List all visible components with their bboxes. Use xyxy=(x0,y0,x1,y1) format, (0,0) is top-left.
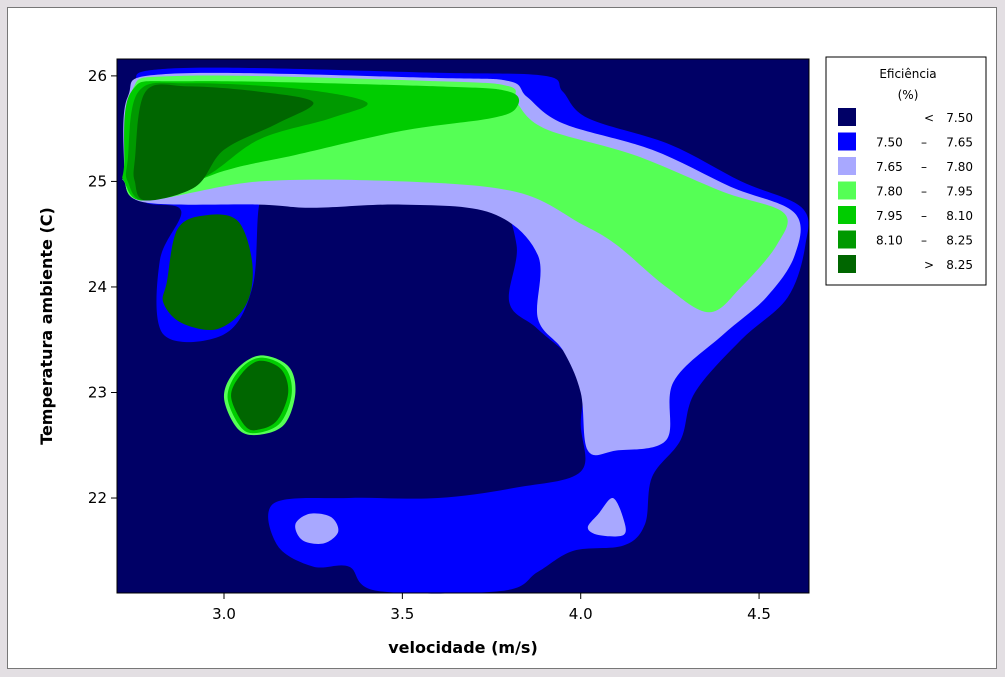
legend-swatch xyxy=(838,108,856,126)
legend-entries: <7.50 7.50 – 7.65 7.65 – 7.80 7.80 – 7.95 7.95 – 8.1… xyxy=(838,108,973,273)
plot-area xyxy=(116,58,810,594)
x-tick-label: 4.0 xyxy=(569,605,593,623)
contour-region-level-2 xyxy=(587,497,626,537)
legend-high-value: 8.25 xyxy=(946,234,973,248)
legend-low-value: 7.95 xyxy=(876,209,903,223)
legend-separator: – xyxy=(921,185,927,199)
legend-swatch xyxy=(838,255,856,273)
y-tick-label: 25 xyxy=(88,172,107,190)
legend-separator: – xyxy=(921,234,927,248)
y-tick-label: 23 xyxy=(88,383,107,401)
legend-low-value: 7.65 xyxy=(876,160,903,174)
legend-swatch xyxy=(838,132,856,151)
legend-high-value: 7.50 xyxy=(946,111,973,125)
legend-separator: – xyxy=(921,136,927,150)
contour-region-level-2 xyxy=(295,513,339,544)
y-tick-label: 24 xyxy=(88,278,107,296)
legend-high-value: 7.95 xyxy=(946,185,973,199)
legend-low-value: 7.80 xyxy=(876,185,903,199)
legend-separator: – xyxy=(921,209,927,223)
legend-high-value: 8.25 xyxy=(946,258,973,272)
legend-swatch xyxy=(838,206,856,224)
legend-swatch xyxy=(838,181,856,200)
y-tick-label: 22 xyxy=(88,489,107,507)
x-tick-label: 3.5 xyxy=(390,605,414,623)
legend-title: Eficiência xyxy=(879,67,936,81)
legend-high-value: 7.80 xyxy=(946,160,973,174)
legend-low-value: 8.10 xyxy=(876,234,903,248)
x-axis-title: velocidade (m/s) xyxy=(388,638,538,657)
chart-frame: 3.0 3.5 4.0 4.5 22 23 24 25 26 velocidade (m/s)… xyxy=(7,7,997,669)
contour-region-level-6 xyxy=(162,214,253,331)
contour-region-level-6 xyxy=(231,360,289,431)
legend-high-value: 8.10 xyxy=(946,209,973,223)
legend-low-value: 7.50 xyxy=(876,136,903,150)
legend-unit: (%) xyxy=(898,88,919,102)
legend-swatch xyxy=(838,230,856,249)
contour-region-level-6 xyxy=(133,84,314,201)
y-tick-label: 26 xyxy=(88,67,107,85)
y-axis-title: Temperatura ambiente (C) xyxy=(37,207,56,445)
legend-separator: – xyxy=(921,160,927,174)
x-axis: 3.0 3.5 4.0 4.5 xyxy=(212,593,771,623)
legend-swatch xyxy=(838,157,856,175)
legend-operator: < xyxy=(924,111,934,125)
contour-regions xyxy=(122,67,809,594)
x-tick-label: 4.5 xyxy=(747,605,771,623)
plot-border xyxy=(116,58,810,594)
legend: Eficiência (%) <7.50 7.50 – 7.65 7.65 – 7.80 7.… xyxy=(825,56,987,286)
x-tick-label: 3.0 xyxy=(212,605,236,623)
contour-plot: 3.0 3.5 4.0 4.5 22 23 24 25 26 velocidade (m/s)… xyxy=(37,56,987,657)
y-axis: 22 23 24 25 26 xyxy=(88,67,117,507)
legend-operator: > xyxy=(924,258,934,272)
legend-high-value: 7.65 xyxy=(946,136,973,150)
